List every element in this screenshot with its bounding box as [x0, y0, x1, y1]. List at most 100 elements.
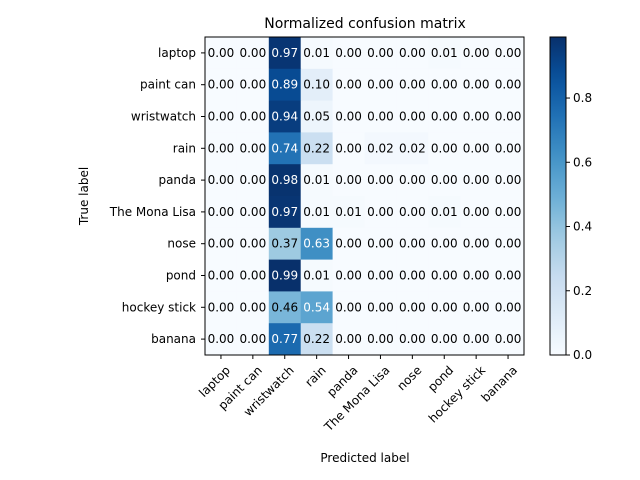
- cell-value-label: 0.00: [495, 173, 522, 187]
- heatmap-cell: [332, 100, 365, 133]
- y-axis-label: True label: [77, 167, 91, 226]
- cell-value-label: 0.00: [367, 78, 394, 92]
- heatmap-cell: [268, 100, 302, 133]
- cell-value-label: 0.00: [399, 110, 426, 124]
- heatmap-cell: [364, 37, 397, 70]
- cell-value-label: 0.01: [303, 173, 330, 187]
- heatmap-cell: [460, 37, 493, 70]
- heatmap-cell: [428, 37, 461, 70]
- colorbar: 0.0 0.2 0.4 0.6 0.8: [549, 36, 592, 362]
- heatmap-cell: [492, 227, 525, 261]
- cell-value-label: 0.00: [431, 269, 458, 283]
- heatmap-cell: [300, 164, 334, 197]
- heatmap-cell: [268, 68, 302, 102]
- heatmap-cell: [396, 132, 429, 165]
- heatmap-cell: [205, 37, 238, 70]
- cell-value-label: 0.00: [463, 78, 490, 92]
- cell-value-label: 0.00: [239, 269, 266, 283]
- cell-value-label: 0.99: [271, 269, 298, 283]
- cell-value-label: 0.00: [208, 78, 235, 92]
- cell-value-label: 0.00: [431, 300, 458, 314]
- cell-value-label: 0.00: [399, 46, 426, 60]
- cell-value-label: 0.01: [335, 205, 362, 219]
- cell-value-label: 0.00: [208, 173, 235, 187]
- row-label: rain: [173, 141, 196, 155]
- heatmap-cell: [460, 323, 493, 356]
- heatmap-cell: [332, 259, 365, 292]
- heatmap-cell: [300, 196, 334, 229]
- cell-value-label: 0.00: [431, 332, 458, 346]
- heatmap-cell: [332, 291, 365, 324]
- heatmap-cell: [236, 100, 270, 133]
- cell-value-label: 0.00: [463, 205, 490, 219]
- heatmap-cell: [428, 196, 461, 229]
- cell-value-label: 0.00: [495, 300, 522, 314]
- heatmap-cell: [428, 291, 461, 324]
- heatmap-cell: [428, 259, 461, 292]
- heatmap-cell: [396, 100, 429, 133]
- heatmap-cell: [460, 291, 493, 324]
- cell-value-label: 0.00: [335, 300, 362, 314]
- heatmap-cell: [268, 291, 302, 324]
- heatmap-cell: [205, 291, 238, 324]
- heatmap-cell: [268, 196, 302, 229]
- heatmap-cell: [396, 37, 429, 70]
- heatmap-cell: [492, 291, 525, 324]
- cell-value-label: 0.00: [463, 269, 490, 283]
- heatmap-cell: [364, 323, 397, 356]
- heatmap-cell: [460, 164, 493, 197]
- heatmap-cell: [236, 196, 270, 229]
- cell-value-label: 0.02: [367, 141, 394, 155]
- cell-value-label: 0.00: [239, 173, 266, 187]
- heatmap-cell: [396, 196, 429, 229]
- heatmap-cell: [268, 132, 302, 165]
- heatmap-cell: [460, 196, 493, 229]
- cell-value-label: 0.00: [463, 110, 490, 124]
- heatmap-cell: [236, 68, 270, 102]
- row-label: wristwatch: [131, 110, 196, 124]
- cell-value-label: 0.00: [399, 269, 426, 283]
- cell-value-label: 0.00: [239, 237, 266, 251]
- cell-value-label: 0.00: [208, 300, 235, 314]
- heatmap-cell: [205, 132, 238, 165]
- heatmap-cell: [205, 259, 238, 292]
- heatmap-cell: [332, 227, 365, 261]
- cell-value-label: 0.00: [495, 332, 522, 346]
- row-label: hockey stick: [122, 300, 196, 314]
- cell-value-label: 0.00: [239, 300, 266, 314]
- cell-value-label: 0.00: [463, 332, 490, 346]
- heatmap-cell: [205, 323, 238, 356]
- heatmap-cell: [236, 132, 270, 165]
- cell-value-label: 0.00: [239, 78, 266, 92]
- heatmap-cell: [460, 132, 493, 165]
- heatmap-cell: [236, 227, 270, 261]
- heatmap-cell: [492, 100, 525, 133]
- heatmap-cell: [236, 164, 270, 197]
- cell-value-label: 0.00: [463, 173, 490, 187]
- cell-value-label: 0.00: [335, 332, 362, 346]
- heatmap-cell: [492, 132, 525, 165]
- cell-value-label: 0.00: [208, 141, 235, 155]
- cell-value-label: 0.00: [239, 141, 266, 155]
- heatmap-cell: [205, 68, 238, 102]
- cell-value-label: 0.97: [271, 46, 298, 60]
- cell-value-label: 0.00: [208, 205, 235, 219]
- heatmap-cell: [396, 259, 429, 292]
- heatmap-cell: [268, 259, 302, 292]
- heatmap-cell: [268, 37, 302, 70]
- heatmap-cell: [492, 259, 525, 292]
- heatmap-cell: [428, 323, 461, 356]
- cell-value-label: 0.94: [271, 110, 298, 124]
- cell-value-label: 0.00: [431, 78, 458, 92]
- heatmap-cell: [396, 164, 429, 197]
- heatmap-cell: [364, 227, 397, 261]
- colorbar-tick-label: 0.6: [573, 155, 592, 169]
- heatmap-cell: [236, 259, 270, 292]
- colorbar-gradient: [549, 36, 567, 356]
- cell-value-label: 0.00: [335, 269, 362, 283]
- row-tick-labels: laptop paint can wristwatch rain panda The Mo…: [109, 46, 205, 346]
- row-label: banana: [151, 332, 196, 346]
- cell-value-label: 0.00: [431, 173, 458, 187]
- heatmap-cell: [492, 68, 525, 102]
- heatmap-grid: 0.00 0.00 0.97 0.01 0.00 0.00 0.00 0.01 0.00 0.00…: [204, 36, 525, 356]
